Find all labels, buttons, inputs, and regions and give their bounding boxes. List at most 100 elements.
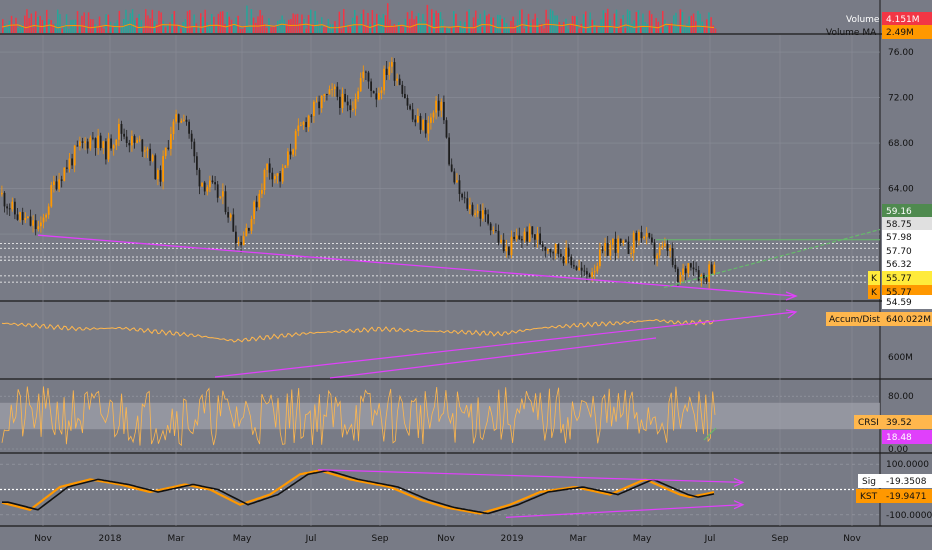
candle-body bbox=[458, 180, 461, 194]
volume-bar bbox=[17, 27, 19, 33]
support-trendline-arrow bbox=[785, 291, 798, 301]
candle-body bbox=[528, 226, 531, 242]
candle-body bbox=[34, 220, 37, 230]
volume-bar bbox=[688, 16, 690, 33]
candle-body bbox=[227, 212, 229, 218]
candle-body bbox=[640, 232, 643, 239]
volume-bar bbox=[173, 10, 176, 34]
candle-body bbox=[591, 272, 593, 277]
volume-bar bbox=[222, 11, 224, 33]
candle-body bbox=[1, 192, 3, 195]
candle-body bbox=[588, 274, 591, 277]
candle-body bbox=[437, 100, 440, 111]
candle-body bbox=[136, 140, 138, 143]
volume-bar bbox=[167, 23, 169, 33]
candle-body bbox=[123, 133, 125, 137]
candle-body bbox=[206, 187, 209, 192]
candle-body bbox=[463, 197, 466, 199]
candle-body bbox=[411, 109, 414, 120]
candle-body bbox=[281, 168, 284, 182]
price-tag: 54.59 bbox=[882, 295, 932, 309]
accum-dist-tag-label: 640.022M bbox=[886, 315, 931, 325]
candle-body bbox=[677, 268, 679, 282]
candle-body bbox=[422, 120, 424, 130]
candle-body bbox=[76, 145, 79, 147]
volume-bar bbox=[710, 17, 712, 33]
candle-body bbox=[385, 68, 388, 75]
candle-body bbox=[409, 105, 411, 110]
price-tag-label: 57.98 bbox=[886, 233, 912, 243]
price-tag: K 55.77 bbox=[868, 271, 932, 285]
volume-bar bbox=[244, 27, 246, 33]
candle-body bbox=[266, 163, 268, 170]
volume-bar bbox=[651, 14, 653, 33]
volume-bar bbox=[547, 19, 550, 33]
volume-bar bbox=[336, 26, 338, 33]
volume-bar bbox=[59, 14, 61, 33]
volume-bar bbox=[101, 26, 103, 33]
x-tick-label: Mar bbox=[570, 534, 587, 544]
volume-bar bbox=[175, 24, 178, 33]
candle-body bbox=[47, 206, 50, 215]
volume-bar bbox=[580, 23, 583, 33]
candle-body bbox=[518, 235, 521, 240]
volume-bar bbox=[50, 19, 52, 33]
volume-bar bbox=[545, 9, 547, 33]
volume-bar bbox=[305, 28, 308, 33]
volume-bar bbox=[343, 9, 345, 33]
candle-body bbox=[146, 148, 149, 151]
candle-body bbox=[154, 155, 157, 180]
volume-bar bbox=[512, 16, 514, 33]
volume-bar bbox=[327, 18, 330, 33]
candle-body bbox=[359, 78, 362, 92]
crsi-line bbox=[1, 386, 716, 447]
candle-body bbox=[653, 242, 656, 259]
candle-body bbox=[79, 141, 81, 147]
volume-bar bbox=[673, 15, 675, 33]
candle-body bbox=[248, 227, 250, 231]
volume-bar bbox=[279, 19, 281, 33]
volume-bar bbox=[323, 27, 325, 33]
candle-body bbox=[268, 163, 271, 173]
volume-bar bbox=[620, 18, 622, 33]
volume-bar bbox=[448, 28, 451, 33]
price-tag-label: 56.32 bbox=[886, 260, 912, 270]
candle-body bbox=[380, 90, 383, 93]
volume-ma-tag: 2.49M bbox=[882, 25, 932, 39]
candle-body bbox=[86, 141, 89, 149]
candle-body bbox=[201, 182, 203, 187]
candle-body bbox=[45, 214, 47, 218]
volume-bar bbox=[338, 11, 341, 33]
candle-body bbox=[141, 139, 144, 152]
candle-body bbox=[66, 167, 68, 169]
candle-body bbox=[27, 216, 29, 219]
candle-body bbox=[482, 210, 484, 219]
candle-body bbox=[388, 66, 391, 75]
candle-body bbox=[344, 93, 346, 102]
volume-bar bbox=[358, 26, 360, 33]
candle-body bbox=[99, 135, 102, 149]
candle-body bbox=[131, 136, 133, 146]
volume-bar bbox=[582, 14, 585, 33]
candle-body bbox=[84, 141, 86, 143]
volume-bar bbox=[637, 10, 640, 33]
candle-body bbox=[697, 270, 700, 281]
crsi-series-name: CRSI bbox=[858, 418, 879, 428]
volume-bar bbox=[43, 20, 46, 33]
volume-bar bbox=[362, 9, 365, 33]
x-tick-label: Nov bbox=[437, 534, 455, 544]
candle-body bbox=[185, 119, 188, 122]
candle-body bbox=[453, 171, 456, 183]
volume-bar bbox=[659, 28, 662, 33]
candle-body bbox=[375, 93, 378, 100]
volume-bar bbox=[120, 26, 123, 33]
volume-bar bbox=[679, 9, 682, 33]
candle-body bbox=[284, 165, 287, 169]
volume-bar bbox=[648, 10, 651, 33]
volume-bar bbox=[131, 9, 134, 33]
volume-bar bbox=[424, 21, 426, 33]
volume-bar bbox=[563, 21, 565, 33]
candle-body bbox=[658, 247, 661, 256]
candle-body bbox=[466, 198, 469, 209]
volume-bar bbox=[277, 20, 279, 33]
